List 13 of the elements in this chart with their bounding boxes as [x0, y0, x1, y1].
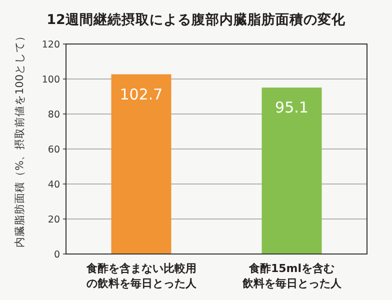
- y-tick-label: 60: [48, 144, 60, 156]
- data-label: 95.1: [275, 98, 308, 117]
- y-tick-label: 100: [42, 74, 60, 86]
- chart-title: 12週間継続摂取による腹部内臓脂肪面積の変化: [46, 11, 346, 28]
- y-tick-label: 20: [48, 214, 60, 226]
- y-tick-label: 40: [48, 180, 60, 190]
- y-tick-label: 120: [42, 40, 60, 50]
- x-tick-label: 食酢を含まない比較用の飲料を毎日とった人: [85, 262, 198, 290]
- y-tick-label: 0: [54, 250, 60, 260]
- y-tick-label: 80: [48, 110, 60, 120]
- y-axis-title: 内臓脂肪面積（%、摂取前値を100として）: [13, 30, 26, 248]
- data-label: 102.7: [120, 85, 163, 104]
- x-tick-label: 食酢15mlを含む飲料を毎日とった人: [241, 262, 342, 290]
